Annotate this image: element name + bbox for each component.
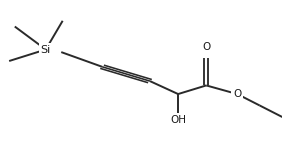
Text: O: O bbox=[202, 42, 210, 52]
Text: Si: Si bbox=[41, 45, 51, 55]
Text: OH: OH bbox=[170, 115, 186, 125]
Text: O: O bbox=[233, 89, 241, 99]
